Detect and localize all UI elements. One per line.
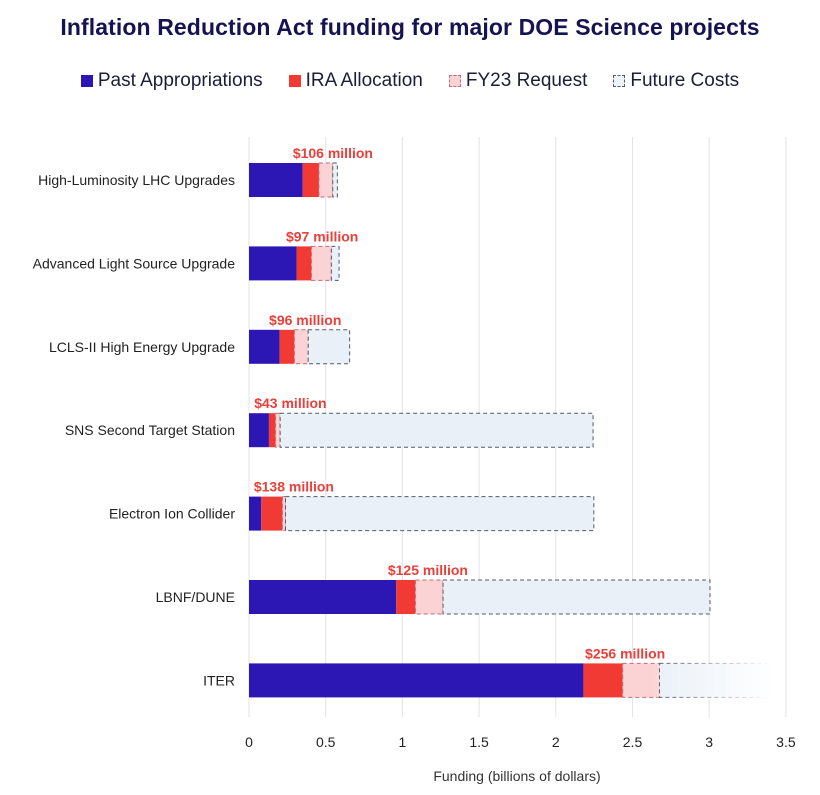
bar-fy23-request [318, 162, 334, 198]
legend-swatch-fy23-request [448, 75, 461, 87]
legend-item-past-appropriations: Past Appropriations [80, 70, 263, 92]
x-tick-label: 2.5 [623, 734, 643, 750]
x-tick-label: 2 [552, 734, 560, 750]
bar-fy23-request [281, 496, 287, 532]
bar-fy23-request [414, 579, 444, 615]
category-label: LCLS-II High Energy Upgrade [49, 339, 235, 355]
bar-future-costs [330, 245, 340, 281]
data-label-ira: $125 million [388, 562, 468, 578]
x-tick-label: 1.5 [469, 734, 489, 750]
data-label-ira: $43 million [254, 395, 326, 411]
bar-past-appropriations [249, 663, 584, 698]
bar-future-costs [442, 579, 711, 615]
data-label-ira: $106 million [293, 145, 373, 161]
category-label: SNS Second Target Station [65, 422, 235, 438]
data-label-ira: $256 million [585, 645, 665, 661]
category-label: High-Luminosity LHC Upgrades [38, 172, 235, 188]
bar-future-costs [285, 496, 595, 532]
bar-ira-allocation [261, 496, 283, 531]
x-tick-label: 1 [399, 734, 407, 750]
chart-title: Inflation Reduction Act funding for majo… [60, 14, 760, 40]
legend-label-fy23-request: FY23 Request [465, 70, 588, 91]
bar-fy23-request [310, 245, 332, 281]
data-label-ira: $96 million [269, 312, 341, 328]
x-axis-label: Funding (billions of dollars) [433, 768, 600, 784]
x-tick-label: 3.5 [776, 734, 796, 750]
bar-past-appropriations [249, 413, 269, 448]
bar-ira-allocation [396, 580, 416, 614]
category-label: ITER [203, 672, 235, 688]
data-label-ira: $138 million [254, 479, 334, 495]
bar-fade-overlay [649, 662, 772, 699]
legend-label-past-appropriations: Past Appropriations [97, 70, 263, 91]
bar-future-costs [332, 162, 338, 198]
bar-ira-allocation [279, 329, 295, 364]
legend-item-fy23-request: FY23 Request [448, 70, 588, 92]
bar-past-appropriations [249, 163, 303, 197]
legend-swatch-past-appropriations [80, 75, 93, 87]
legend-label-ira-allocation: IRA Allocation [305, 70, 423, 91]
category-label: Electron Ion Collider [109, 506, 235, 522]
legend-label-future-costs: Future Costs [630, 70, 740, 91]
x-tick-label: 3 [705, 734, 713, 750]
bar-ira-allocation [583, 663, 623, 698]
x-tick-label: 0.5 [316, 734, 336, 750]
bar-past-appropriations [249, 580, 397, 614]
x-tick-label: 0 [245, 734, 253, 750]
category-label: Advanced Light Source Upgrade [33, 255, 236, 271]
bar-ira-allocation [302, 163, 319, 197]
bar-future-costs [307, 329, 351, 365]
category-label: LBNF/DUNE [156, 589, 235, 605]
bar-fy23-request [293, 329, 309, 365]
legend-item-future-costs: Future Costs [613, 70, 739, 92]
bar-past-appropriations [249, 329, 280, 364]
bar-past-appropriations [249, 246, 297, 281]
data-label-ira: $97 million [286, 228, 358, 244]
bar-future-costs [279, 412, 594, 448]
legend-item-ira-allocation: IRA Allocation [288, 70, 423, 92]
legend-swatch-ira-allocation [288, 75, 301, 87]
bar-ira-allocation [268, 413, 276, 448]
legend: Past Appropriations IRA Allocation FY23 … [0, 70, 820, 92]
bar-ira-allocation [296, 246, 312, 281]
bar-past-appropriations [249, 496, 262, 531]
legend-swatch-future-costs [613, 75, 626, 87]
bar-fy23-request [275, 412, 281, 448]
